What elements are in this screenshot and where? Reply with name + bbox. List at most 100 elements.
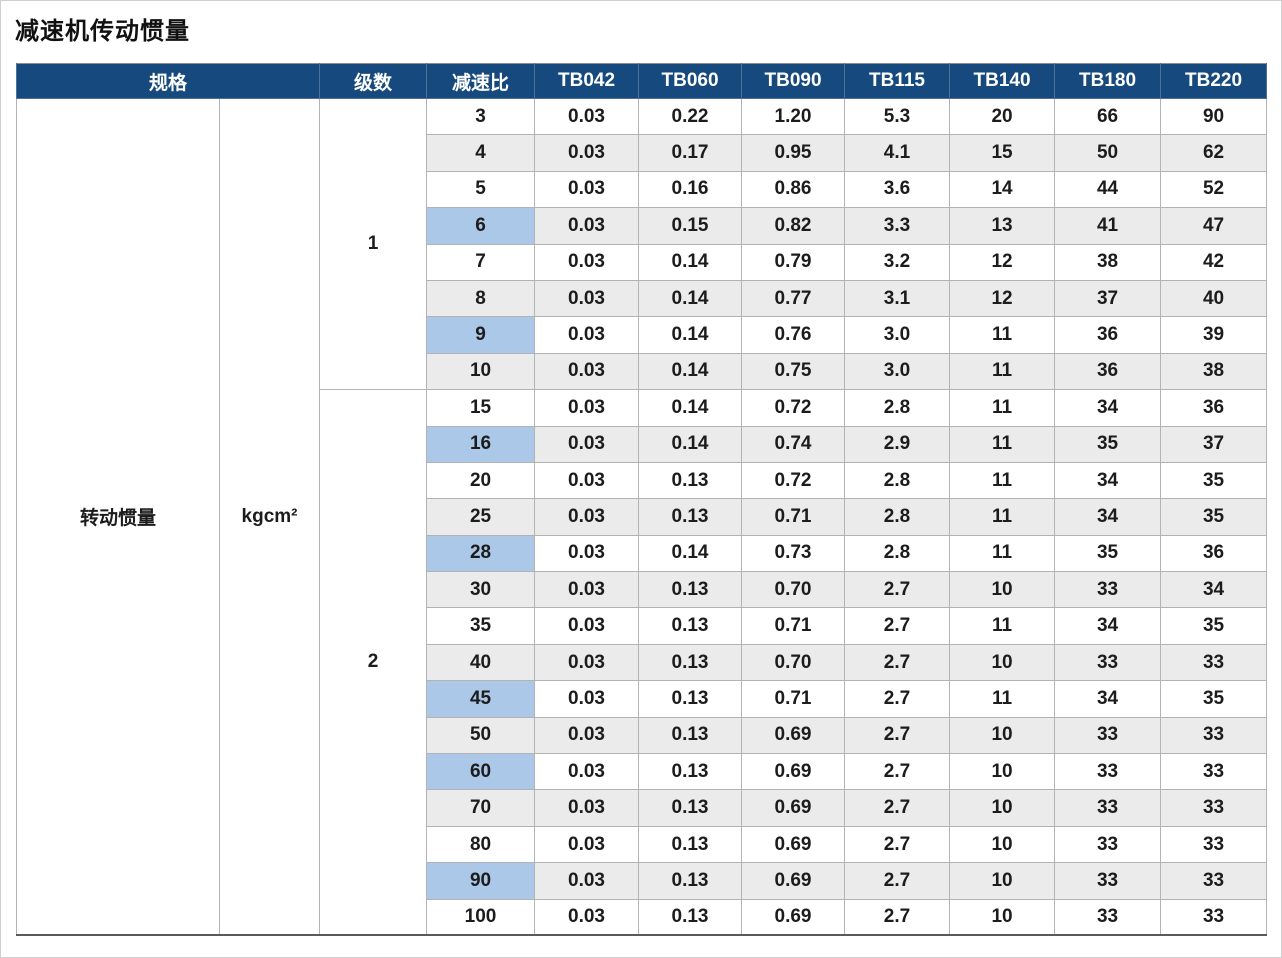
value-cell: 37 [1160, 425, 1268, 463]
value-cell: 11 [949, 389, 1056, 427]
value-cell: 0.69 [741, 825, 846, 864]
value-cell: 10 [949, 898, 1056, 936]
value-cell: 2.7 [844, 680, 951, 718]
value-cell: 36 [1054, 352, 1162, 391]
value-cell: 2.7 [844, 607, 951, 645]
value-cell: 33 [1160, 825, 1268, 864]
value-cell: 36 [1160, 389, 1268, 427]
value-cell: 0.03 [534, 571, 640, 609]
value-cell: 0.13 [638, 753, 743, 791]
value-cell: 0.03 [534, 607, 640, 645]
value-cell: 0.13 [638, 716, 743, 755]
value-cell: 0.13 [638, 607, 743, 645]
value-cell: 0.14 [638, 279, 743, 318]
table-header: 规格 级数 减速比 TB042 TB060 TB090 TB115 TB140 … [15, 63, 1268, 99]
value-cell: 36 [1054, 316, 1162, 354]
value-cell: 0.03 [534, 534, 640, 573]
value-cell: 2.7 [844, 643, 951, 682]
value-cell: 2.8 [844, 389, 951, 427]
ratio-cell: 4 [426, 134, 536, 172]
value-cell: 11 [949, 498, 1056, 536]
value-cell: 33 [1054, 716, 1162, 755]
value-cell: 0.74 [741, 425, 846, 463]
value-cell: 0.15 [638, 207, 743, 245]
value-cell: 2.9 [844, 425, 951, 463]
ratio-cell: 25 [426, 498, 536, 536]
value-cell: 0.13 [638, 461, 743, 500]
table-row: 35 0.03 0.13 0.71 2.7 11 34 35 [17, 607, 1268, 645]
value-cell: 10 [949, 789, 1056, 827]
value-cell: 0.13 [638, 571, 743, 609]
value-cell: 90 [1160, 97, 1268, 136]
value-cell: 0.95 [741, 134, 846, 172]
value-cell: 0.69 [741, 753, 846, 791]
col-header-tb180: TB180 [1054, 63, 1162, 99]
value-cell: 0.22 [638, 97, 743, 136]
value-cell: 52 [1160, 170, 1268, 209]
ratio-cell: 7 [426, 243, 536, 281]
ratio-cell: 15 [426, 389, 536, 427]
value-cell: 0.14 [638, 316, 743, 354]
value-cell: 0.69 [741, 789, 846, 827]
value-cell: 0.71 [741, 607, 846, 645]
value-cell: 0.03 [534, 643, 640, 682]
value-cell: 50 [1054, 134, 1162, 172]
value-cell: 39 [1160, 316, 1268, 354]
table-row: 6 0.03 0.15 0.82 3.3 13 41 47 [17, 207, 1268, 245]
ratio-cell: 60 [426, 753, 536, 791]
ratio-cell: 5 [426, 170, 536, 209]
value-cell: 35 [1160, 498, 1268, 536]
value-cell: 33 [1054, 643, 1162, 682]
value-cell: 34 [1160, 571, 1268, 609]
value-cell: 10 [949, 571, 1056, 609]
value-cell: 0.03 [534, 316, 640, 354]
value-cell: 34 [1054, 498, 1162, 536]
value-cell: 3.1 [844, 279, 951, 318]
value-cell: 2.7 [844, 789, 951, 827]
value-cell: 0.03 [534, 279, 640, 318]
value-cell: 33 [1054, 898, 1162, 936]
spec-name-cell: 转动惯量 [16, 98, 220, 936]
table-row: 45 0.03 0.13 0.71 2.7 11 34 35 [17, 680, 1268, 718]
value-cell: 0.13 [638, 680, 743, 718]
value-cell: 0.14 [638, 425, 743, 463]
ratio-cell: 90 [426, 862, 536, 900]
ratio-cell: 20 [426, 461, 536, 500]
value-cell: 35 [1054, 534, 1162, 573]
value-cell: 0.72 [741, 461, 846, 500]
value-cell: 42 [1160, 243, 1268, 281]
value-cell: 0.79 [741, 243, 846, 281]
value-cell: 3.3 [844, 207, 951, 245]
value-cell: 0.70 [741, 571, 846, 609]
ratio-cell: 9 [426, 316, 536, 354]
value-cell: 2.7 [844, 825, 951, 864]
value-cell: 0.14 [638, 243, 743, 281]
value-cell: 33 [1054, 753, 1162, 791]
value-cell: 0.69 [741, 716, 846, 755]
value-cell: 0.76 [741, 316, 846, 354]
value-cell: 11 [949, 316, 1056, 354]
value-cell: 0.03 [534, 680, 640, 718]
table-row: 80 0.03 0.13 0.69 2.7 10 33 33 [17, 825, 1268, 864]
value-cell: 33 [1160, 643, 1268, 682]
value-cell: 66 [1054, 97, 1162, 136]
value-cell: 0.03 [534, 498, 640, 536]
table-row: 10 0.03 0.14 0.75 3.0 11 36 38 [17, 352, 1268, 391]
value-cell: 0.71 [741, 680, 846, 718]
value-cell: 0.03 [534, 461, 640, 500]
value-cell: 12 [949, 243, 1056, 281]
table-row: 30 0.03 0.13 0.70 2.7 10 33 34 [17, 571, 1268, 609]
ratio-cell: 10 [426, 352, 536, 391]
value-cell: 2.7 [844, 862, 951, 900]
value-cell: 33 [1160, 716, 1268, 755]
value-cell: 0.03 [534, 789, 640, 827]
value-cell: 1.20 [741, 97, 846, 136]
value-cell: 0.03 [534, 97, 640, 136]
ratio-cell: 70 [426, 789, 536, 827]
value-cell: 33 [1054, 862, 1162, 900]
value-cell: 0.03 [534, 898, 640, 936]
value-cell: 0.13 [638, 498, 743, 536]
col-header-stages: 级数 [319, 63, 428, 99]
value-cell: 34 [1054, 680, 1162, 718]
value-cell: 10 [949, 643, 1056, 682]
